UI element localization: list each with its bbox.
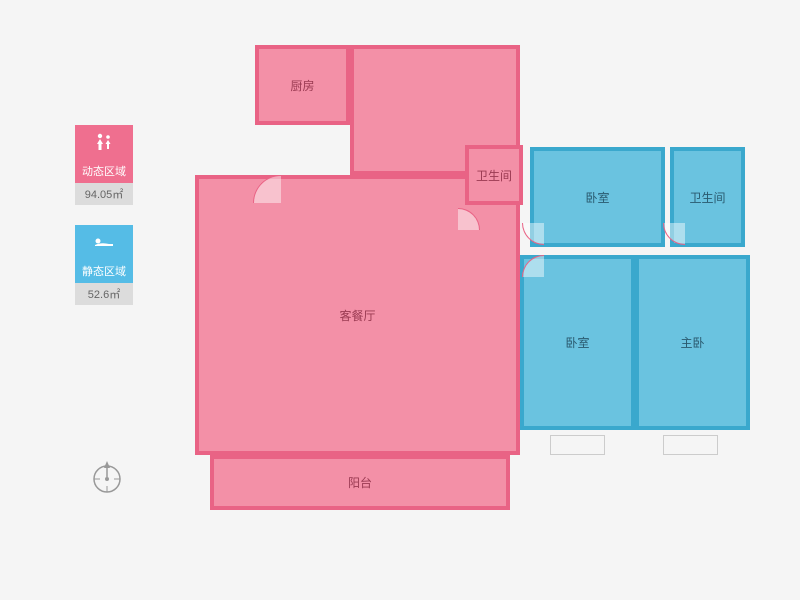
room-label-living: 客餐厅 (339, 307, 375, 324)
legend-static-label: 静态区域 (75, 259, 133, 283)
room-label-master: 主卧 (680, 334, 704, 351)
room-master: 主卧 (635, 255, 750, 430)
window-slot (663, 435, 718, 455)
legend-dynamic-value: 94.05㎡ (75, 183, 133, 205)
legend-static-value: 52.6㎡ (75, 283, 133, 305)
legend-dynamic: 动态区域 94.05㎡ (75, 125, 133, 205)
floorplan: 厨房客餐厅卫生间阳台卧室卫生间卧室主卧 (195, 45, 755, 535)
room-label-balcony: 阳台 (348, 474, 372, 491)
compass-icon (90, 455, 124, 500)
legend-panel: 动态区域 94.05㎡ 静态区域 52.6㎡ (75, 125, 133, 325)
sleeping-icon (75, 225, 133, 259)
room-balcony: 阳台 (210, 455, 510, 510)
door-arc (663, 223, 685, 245)
door-arc (522, 223, 544, 245)
room-kitchen: 厨房 (255, 45, 350, 125)
room-bed1: 卧室 (530, 147, 665, 247)
legend-static: 静态区域 52.6㎡ (75, 225, 133, 305)
room-bed2: 卧室 (520, 255, 635, 430)
window-slot (550, 435, 605, 455)
legend-dynamic-label: 动态区域 (75, 159, 133, 183)
room-label-kitchen: 厨房 (290, 77, 314, 94)
room-bath1: 卫生间 (465, 145, 523, 205)
people-icon (75, 125, 133, 159)
room-label-bath2: 卫生间 (689, 189, 725, 206)
room-label-bed1: 卧室 (585, 189, 609, 206)
room-label-bath1: 卫生间 (476, 167, 512, 184)
room-label-bed2: 卧室 (565, 334, 589, 351)
